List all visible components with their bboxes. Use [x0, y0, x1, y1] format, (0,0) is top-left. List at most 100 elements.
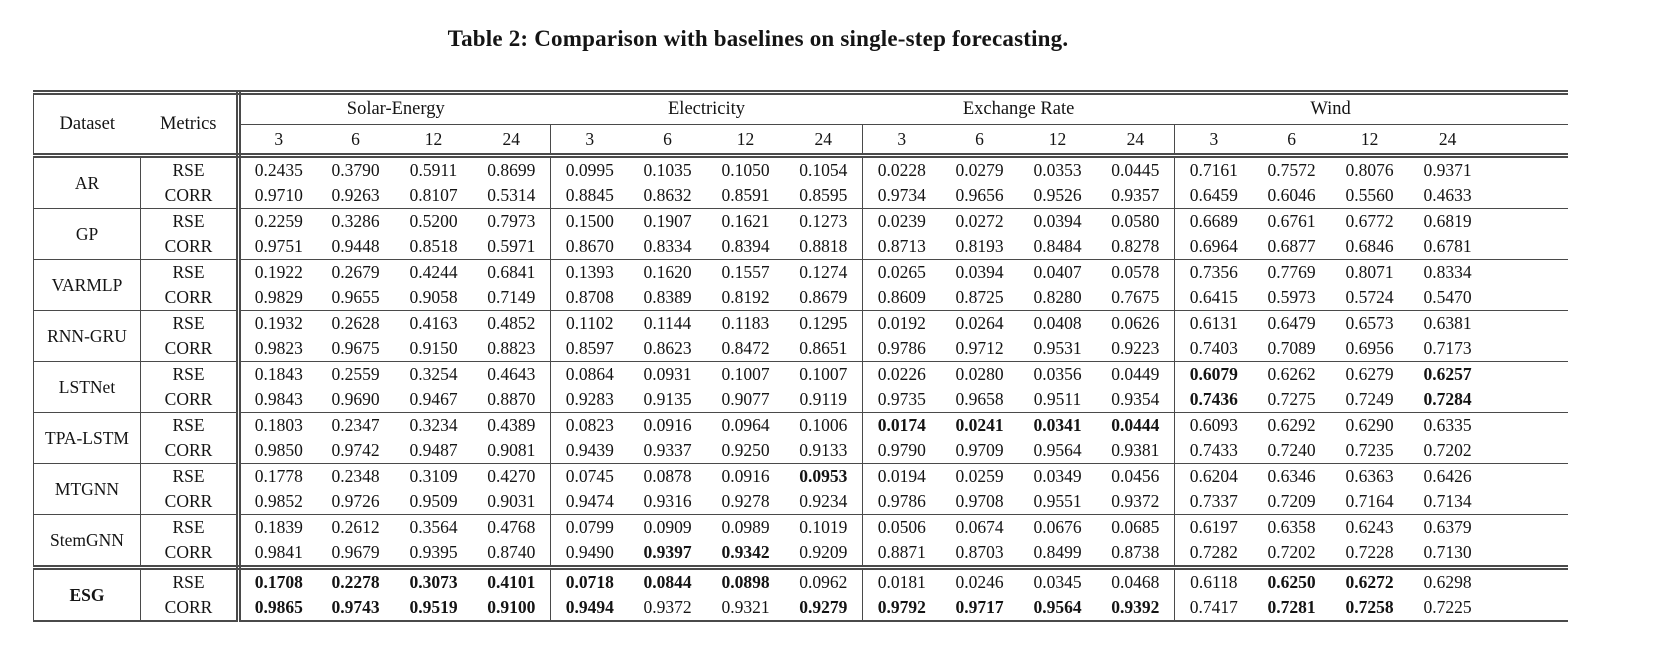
- value-cell: 0.9250: [706, 438, 785, 464]
- dataset-cell: StemGNN: [33, 514, 141, 570]
- value-cell: 0.5314: [472, 183, 551, 209]
- value-cell: 0.3564: [409, 517, 458, 537]
- value-cell: 0.0676: [1033, 517, 1082, 537]
- value-cell: 0.6479: [1267, 313, 1316, 333]
- value-cell: 0.7235: [1330, 438, 1409, 464]
- value-cell: 0.7240: [1252, 438, 1331, 464]
- value-cell: 0.7973: [472, 208, 551, 234]
- value-cell: 0.5911: [409, 160, 458, 180]
- horizon-header-cell: 3: [238, 124, 317, 158]
- value-cell: 0.7161: [1189, 160, 1238, 180]
- value-cell: 0.2559: [331, 364, 380, 384]
- horizon-header-cell: 24: [1408, 124, 1487, 158]
- value-cell: 0.9467: [394, 387, 473, 413]
- filler-cell: [1487, 156, 1568, 184]
- value-cell: 0.1907: [643, 211, 692, 231]
- value-cell: 0.8740: [472, 540, 551, 570]
- value-cell: 0.6079: [1189, 364, 1238, 384]
- value-cell: 0.0181: [877, 572, 926, 592]
- value-cell: 0.8708: [550, 285, 629, 311]
- metric-cell: CORR: [140, 234, 241, 260]
- dataset-cell: AR: [33, 155, 141, 209]
- value-cell: 0.9790: [862, 438, 941, 464]
- value-cell: 0.0506: [877, 517, 926, 537]
- horizon-header-cell: 12: [1330, 124, 1409, 158]
- value-cell: 0.8484: [1018, 234, 1097, 260]
- value-cell: 0.6781: [1408, 234, 1487, 260]
- value-cell: 0.9439: [550, 438, 629, 464]
- value-cell: 0.7249: [1330, 387, 1409, 413]
- value-cell: 0.1102: [566, 313, 614, 333]
- value-cell: 0.8280: [1018, 285, 1097, 311]
- value-cell: 0.0916: [643, 415, 692, 435]
- value-cell: 0.1620: [643, 262, 692, 282]
- value-cell: 0.9823: [238, 336, 317, 362]
- value-cell: 0.0264: [955, 313, 1004, 333]
- filler-cell: [1486, 336, 1568, 362]
- value-cell: 0.0408: [1033, 313, 1082, 333]
- value-cell: 0.1393: [565, 262, 614, 282]
- value-cell: 0.8192: [706, 285, 785, 311]
- value-cell: 0.4389: [472, 412, 551, 438]
- value-cell: 0.6877: [1252, 234, 1331, 260]
- value-cell: 0.9551: [1018, 489, 1097, 515]
- group-header-cell: Wind: [1174, 90, 1487, 125]
- value-cell: 0.7202: [1408, 438, 1487, 464]
- metric-cell: RSE: [140, 412, 241, 438]
- value-cell: 0.3286: [331, 211, 380, 231]
- value-cell: 0.0468: [1096, 567, 1176, 595]
- value-cell: 0.9342: [706, 540, 785, 570]
- value-cell: 0.9392: [1096, 595, 1176, 622]
- value-cell: 0.9474: [550, 489, 629, 515]
- value-cell: 0.0685: [1096, 514, 1176, 540]
- value-cell: 0.6250: [1267, 572, 1316, 592]
- metric-cell: CORR: [140, 438, 241, 464]
- filler-cell: [1486, 183, 1568, 209]
- value-cell: 0.7134: [1408, 489, 1487, 515]
- value-cell: 0.6262: [1267, 364, 1316, 384]
- value-cell: 0.6279: [1345, 364, 1394, 384]
- value-cell: 0.7769: [1267, 262, 1316, 282]
- value-cell: 0.9263: [316, 183, 395, 209]
- value-cell: 0.6573: [1345, 313, 1394, 333]
- group-header-cell: Solar-Energy: [238, 90, 551, 125]
- value-cell: 0.2435: [254, 160, 303, 180]
- metric-cell: CORR: [140, 183, 241, 209]
- value-cell: 0.2347: [331, 415, 380, 435]
- value-cell: 0.8670: [550, 234, 629, 260]
- value-cell: 0.2679: [331, 262, 380, 282]
- value-cell: 0.1557: [721, 262, 770, 282]
- value-cell: 0.9283: [550, 387, 629, 413]
- value-cell: 0.7258: [1330, 595, 1409, 622]
- value-cell: 0.0239: [877, 211, 926, 231]
- value-cell: 0.9395: [394, 540, 473, 570]
- value-cell: 0.6346: [1267, 466, 1316, 486]
- value-cell: 0.8472: [706, 336, 785, 362]
- horizon-header-cell: 12: [1018, 124, 1097, 158]
- value-cell: 0.9058: [394, 285, 473, 311]
- value-cell: 0.0995: [565, 160, 614, 180]
- value-cell: 0.7403: [1174, 336, 1253, 362]
- value-cell: 0.8076: [1345, 160, 1394, 180]
- value-cell: 0.6381: [1423, 313, 1472, 333]
- value-cell: 0.1778: [254, 466, 303, 486]
- value-cell: 0.0580: [1096, 208, 1176, 234]
- value-cell: 0.0626: [1096, 310, 1176, 336]
- value-cell: 0.9690: [316, 387, 395, 413]
- value-cell: 0.9734: [862, 183, 941, 209]
- value-cell: 0.1932: [254, 313, 303, 333]
- value-cell: 0.8389: [628, 285, 707, 311]
- value-cell: 0.9743: [316, 595, 395, 622]
- value-cell: 0.6257: [1423, 364, 1472, 384]
- value-cell: 0.9519: [394, 595, 473, 622]
- value-cell: 0.0823: [565, 415, 614, 435]
- value-cell: 0.0259: [955, 466, 1004, 486]
- value-cell: 0.6298: [1423, 572, 1472, 592]
- value-cell: 0.0394: [1033, 211, 1082, 231]
- value-cell: 0.0246: [955, 572, 1004, 592]
- value-cell: 0.0931: [643, 364, 692, 384]
- value-cell: 0.0953: [784, 463, 864, 489]
- value-cell: 0.7202: [1252, 540, 1331, 570]
- value-cell: 0.8623: [628, 336, 707, 362]
- metric-cell: RSE: [140, 155, 241, 183]
